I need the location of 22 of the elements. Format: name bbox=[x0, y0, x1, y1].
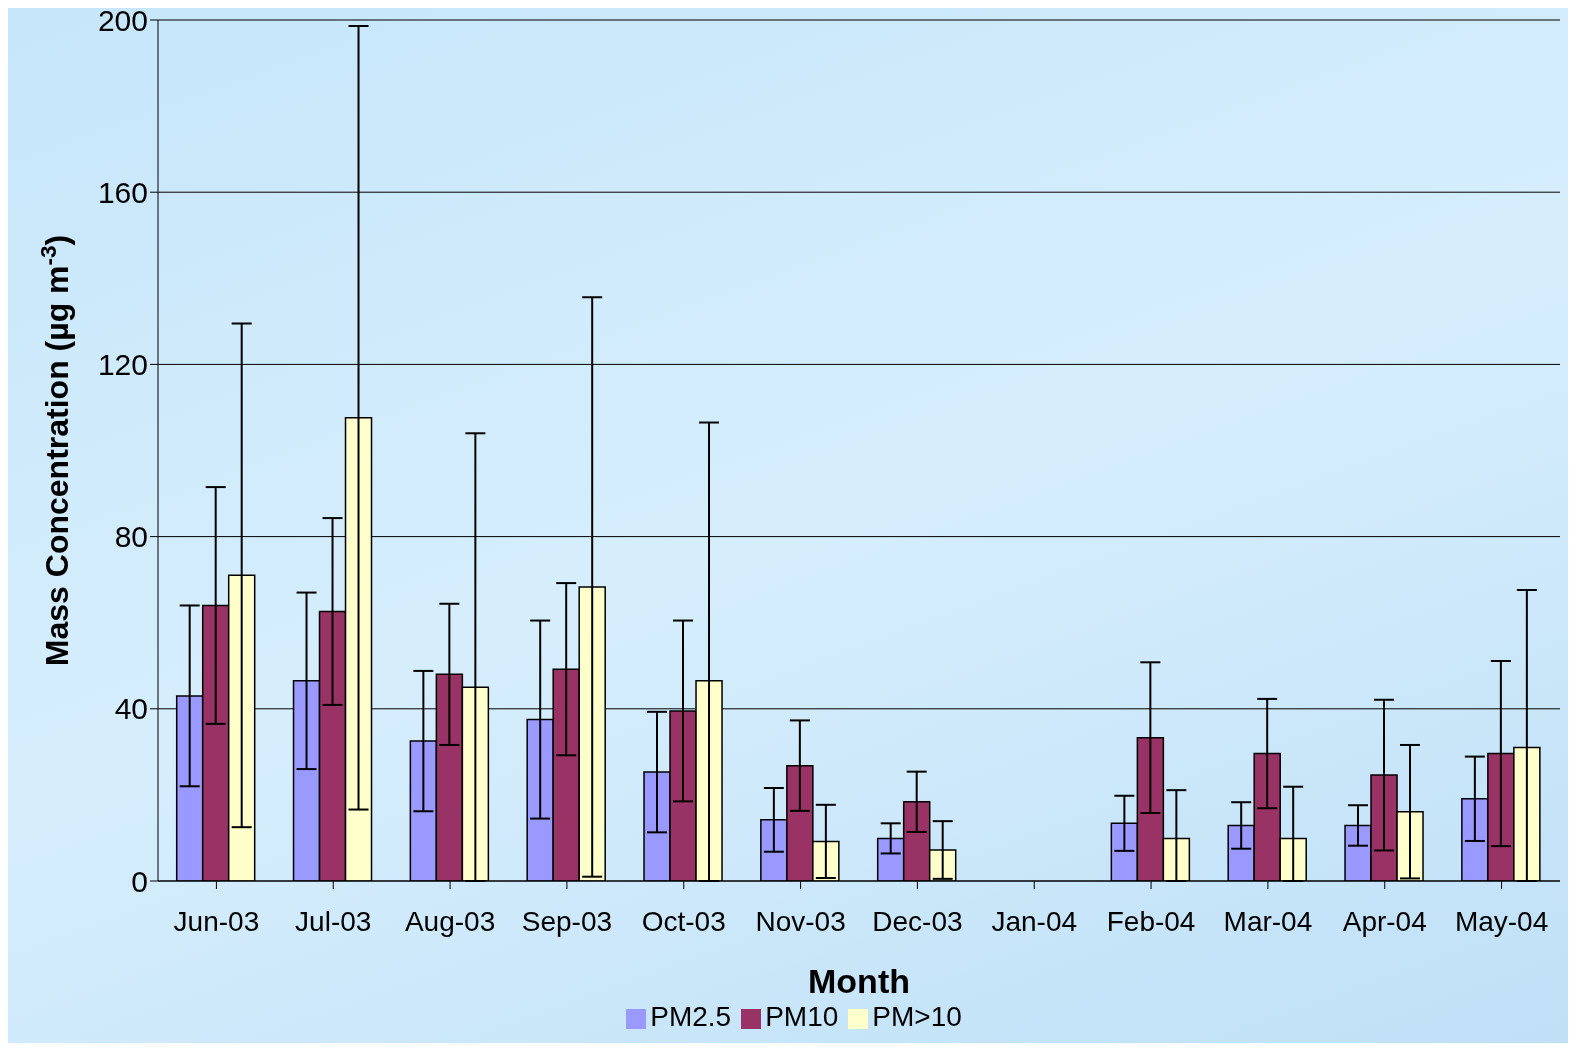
legend-label: PM>10 bbox=[872, 1001, 962, 1032]
legend-label: PM2.5 bbox=[650, 1001, 732, 1032]
x-tick-label: Jul-03 bbox=[295, 905, 372, 937]
y-tick-label: 160 bbox=[97, 175, 148, 209]
y-tick-label: 200 bbox=[97, 3, 148, 37]
x-tick-label: Sep-03 bbox=[521, 905, 613, 937]
y-tick-label: 40 bbox=[114, 692, 148, 726]
x-tick-label: Oct-03 bbox=[641, 905, 726, 937]
x-tick-label: Mar-04 bbox=[1223, 905, 1313, 937]
y-tick-label: 0 bbox=[131, 864, 148, 898]
y-tick-label: 120 bbox=[97, 348, 148, 382]
legend-label: PM10 bbox=[765, 1001, 839, 1032]
x-tick-label: Feb-04 bbox=[1106, 905, 1196, 937]
x-tick-label: Dec-03 bbox=[872, 905, 963, 937]
x-tick-label: May-04 bbox=[1454, 905, 1549, 937]
x-tick-label: Jan-04 bbox=[991, 905, 1078, 937]
x-axis-title: Month bbox=[808, 962, 910, 1000]
x-tick-label: Aug-03 bbox=[404, 905, 496, 937]
y-tick-label: 80 bbox=[114, 520, 148, 554]
x-tick-label: Apr-04 bbox=[1342, 905, 1427, 937]
x-tick-label: Nov-03 bbox=[755, 905, 846, 937]
x-tick-label: Jun-03 bbox=[173, 905, 260, 937]
